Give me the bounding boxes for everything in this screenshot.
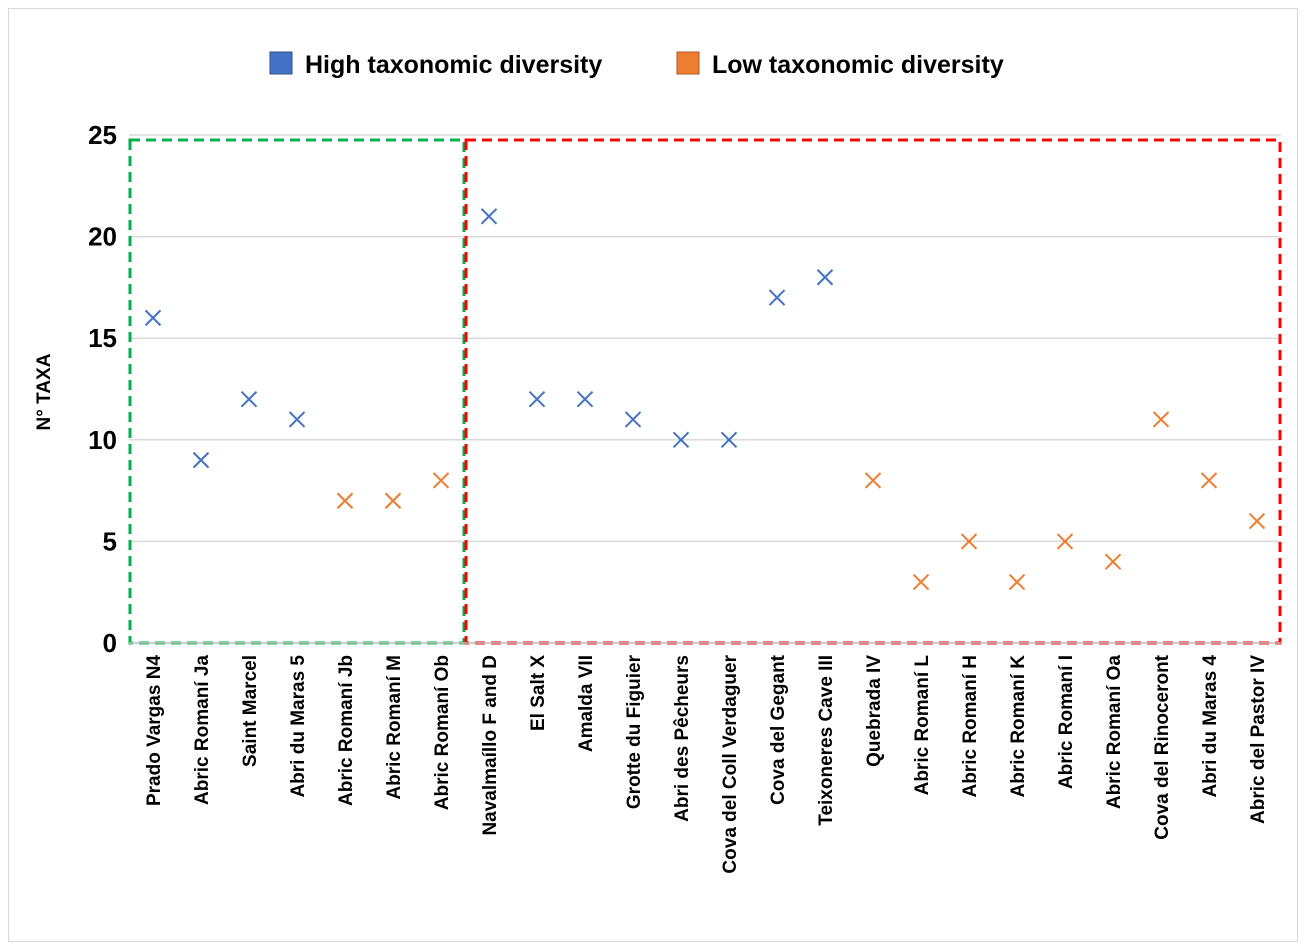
data-points	[144, 208, 1266, 591]
point-stroke	[1104, 553, 1122, 570]
x-category-label: Teixoneres Cave III	[816, 655, 837, 826]
data-point-high	[768, 289, 786, 306]
point-stroke	[384, 492, 402, 509]
point-stroke	[672, 431, 690, 449]
data-point-low	[1104, 553, 1122, 570]
y-tick-label-15: 15	[88, 323, 117, 353]
data-point-high	[816, 269, 834, 286]
point-stroke	[1008, 573, 1026, 591]
point-stroke	[1200, 472, 1218, 489]
data-point-low	[336, 492, 354, 509]
point-stroke	[432, 472, 450, 489]
x-category-label: Saint Marcel	[240, 655, 261, 767]
data-point-high	[192, 451, 210, 469]
highlight-box-2	[464, 138, 1282, 645]
x-category-label: Abric Romaní Jb	[336, 655, 357, 806]
data-point-low	[960, 533, 978, 550]
gridlines	[129, 134, 1281, 543]
y-tick-label-10: 10	[88, 425, 117, 455]
point-stroke	[288, 411, 306, 428]
legend-label-low: Low taxonomic diversity	[712, 51, 1004, 79]
x-category-label: Abri du Maras 5	[288, 655, 309, 798]
x-category-labels: Prado Vargas N4 Abric Romaní Ja Saint Marc…	[144, 654, 1269, 873]
x-category-label: Abri du Maras 4	[1200, 655, 1221, 798]
data-point-high	[288, 411, 306, 428]
point-stroke	[336, 492, 354, 509]
point-stroke	[1152, 411, 1170, 428]
legend-swatch-low	[676, 51, 700, 75]
x-category-label: Abric Romaní Ja	[192, 655, 213, 805]
point-stroke	[624, 411, 642, 428]
legend: High taxonomic diversity Low taxonomic d…	[269, 51, 1004, 79]
data-point-high	[528, 390, 546, 408]
point-stroke	[1056, 533, 1074, 550]
y-axis-title: N° TAXA	[34, 353, 55, 430]
x-category-label: Navalmaíllo F and D	[480, 655, 501, 836]
data-point-low	[1056, 533, 1074, 550]
data-point-high	[576, 390, 594, 408]
point-stroke	[768, 289, 786, 306]
data-point-high	[480, 208, 498, 225]
legend-label-high: High taxonomic diversity	[305, 51, 602, 79]
data-point-low	[864, 472, 882, 489]
x-category-label: Abric Romaní H	[960, 655, 981, 798]
x-category-label: Amalda VII	[576, 655, 597, 752]
x-category-label: Quebrada IV	[864, 655, 885, 767]
y-tick-label-25: 25	[88, 120, 117, 150]
x-category-label: Grotte du Figuier	[624, 654, 645, 809]
x-category-label: Abric del Pastor IV	[1248, 655, 1269, 824]
y-tick-label-20: 20	[88, 222, 117, 252]
data-point-low	[1248, 512, 1266, 530]
x-category-label: Cova del Gegant	[768, 654, 789, 805]
y-tick-labels: 0 5 10 15 20 25	[88, 120, 117, 658]
point-stroke	[960, 533, 978, 550]
data-point-high	[240, 390, 258, 408]
point-stroke	[720, 431, 738, 449]
data-point-low	[432, 472, 450, 489]
legend-swatch-high	[269, 51, 293, 75]
chart-frame	[8, 8, 1298, 942]
point-stroke	[576, 390, 594, 408]
point-stroke	[528, 390, 546, 408]
y-tick-label-5: 5	[103, 526, 117, 556]
highlight-boxes	[128, 138, 1282, 645]
x-category-label: El Salt X	[528, 655, 549, 731]
data-point-low	[1152, 411, 1170, 428]
highlight-box-1	[128, 138, 466, 645]
point-stroke	[144, 309, 162, 327]
x-category-label: Abric Romaní I	[1056, 655, 1077, 789]
point-stroke	[480, 208, 498, 225]
point-stroke	[912, 573, 930, 591]
x-category-label: Abri des Pêcheurs	[672, 655, 693, 822]
data-point-high	[720, 431, 738, 449]
data-point-low	[1008, 573, 1026, 591]
x-category-label: Prado Vargas N4	[144, 655, 165, 806]
x-category-label: Cova del Rinoceront	[1152, 654, 1173, 839]
data-point-low	[912, 573, 930, 591]
data-point-high	[672, 431, 690, 449]
data-point-high	[624, 411, 642, 428]
point-stroke	[864, 472, 882, 489]
point-stroke	[192, 451, 210, 469]
point-stroke	[816, 269, 834, 286]
data-point-low	[1200, 472, 1218, 489]
x-category-label: Abric Romaní K	[1008, 655, 1029, 798]
x-category-label: Abric Romaní L	[912, 655, 933, 796]
data-point-high	[144, 309, 162, 327]
x-category-label: Abric Romaní M	[384, 655, 405, 800]
x-category-label: Abric Romaní Ob	[432, 655, 453, 810]
y-tick-label-0: 0	[103, 628, 117, 658]
point-stroke	[240, 390, 258, 408]
point-stroke	[1248, 512, 1266, 530]
x-category-label: Abric Romaní Oa	[1104, 655, 1125, 810]
x-category-label: Cova del Coll Verdaguer	[720, 654, 741, 873]
data-point-low	[384, 492, 402, 509]
